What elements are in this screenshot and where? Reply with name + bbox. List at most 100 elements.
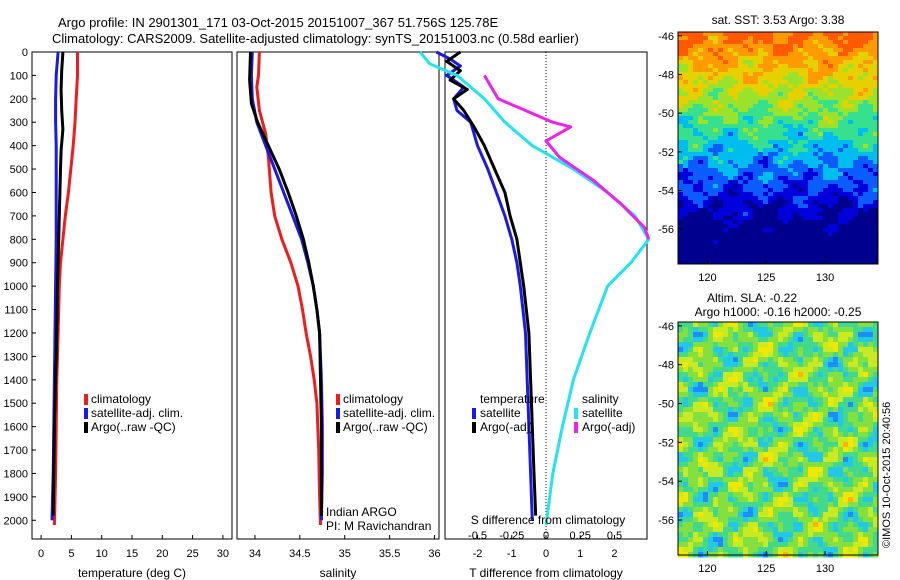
map-cell <box>698 362 704 368</box>
map-cell <box>703 132 709 137</box>
map-cell <box>853 176 859 181</box>
map-cell <box>793 56 799 61</box>
map-cell <box>838 228 844 233</box>
map-cell <box>758 52 764 57</box>
map-cell <box>828 72 834 77</box>
map-cell <box>808 462 814 468</box>
map-cell <box>783 240 789 245</box>
map-cell <box>703 100 709 105</box>
map-cell <box>843 108 849 113</box>
map-cell <box>678 232 684 237</box>
map-cell <box>788 337 794 343</box>
map-cell <box>783 40 789 45</box>
map-cell <box>733 522 739 528</box>
map-cell <box>843 442 849 448</box>
map-cell <box>798 48 804 53</box>
map-cell <box>788 48 794 53</box>
map-cell <box>768 108 774 113</box>
map-cell <box>758 532 764 538</box>
map-cell <box>858 72 864 77</box>
map-cell <box>698 232 704 237</box>
map-cell <box>793 407 799 413</box>
map-cell <box>833 164 839 169</box>
map-cell <box>758 36 764 41</box>
map-cell <box>733 347 739 353</box>
map-cell <box>708 422 714 428</box>
map-cell <box>723 40 729 45</box>
map-cell <box>833 387 839 393</box>
map-cell <box>738 462 744 468</box>
map-cell <box>863 88 869 93</box>
map-cell <box>758 68 764 73</box>
map-cell <box>723 216 729 221</box>
salinity-series <box>248 51 324 526</box>
map-cell <box>833 337 839 343</box>
map-cell <box>808 437 814 443</box>
map-cell <box>693 160 699 165</box>
map-cell <box>763 417 769 423</box>
map-cell <box>698 542 704 548</box>
map-cell <box>763 372 769 378</box>
map-cell <box>833 382 839 388</box>
map-cell <box>818 502 824 508</box>
map-cell <box>698 357 704 363</box>
map-cell <box>683 212 689 217</box>
map-cell <box>743 260 749 265</box>
map-cell <box>713 452 719 458</box>
map-cell <box>713 547 719 553</box>
map-cell <box>703 204 709 209</box>
map-cell <box>713 392 719 398</box>
map-cell <box>743 362 749 368</box>
map-cell <box>788 120 794 125</box>
map-cell <box>798 44 804 49</box>
map-cell <box>748 332 754 338</box>
map-cell <box>778 432 784 438</box>
map-cell <box>828 180 834 185</box>
map-cell <box>683 220 689 225</box>
map-cell <box>688 537 694 543</box>
map-cell <box>783 44 789 49</box>
map-cell <box>768 228 774 233</box>
map-cell <box>768 372 774 378</box>
map-cell <box>718 522 724 528</box>
map-cell <box>678 52 684 57</box>
map-cell <box>743 377 749 383</box>
map-cell <box>798 176 804 181</box>
map-cell <box>823 322 829 328</box>
map-cell <box>868 337 874 343</box>
map-cell <box>713 92 719 97</box>
map-cell <box>823 462 829 468</box>
map-cell <box>723 532 729 538</box>
map-cell <box>683 452 689 458</box>
map-cell <box>783 232 789 237</box>
map-cell <box>783 407 789 413</box>
map-cell <box>873 527 879 533</box>
map-cell <box>688 327 694 333</box>
map-cell <box>868 80 874 85</box>
map-cell <box>838 36 844 41</box>
map-cell <box>853 507 859 513</box>
map-cell <box>858 452 864 458</box>
map-cell <box>773 68 779 73</box>
map-cell <box>803 497 809 503</box>
map-cell <box>818 36 824 41</box>
map-cell <box>858 240 864 245</box>
map-cell <box>738 76 744 81</box>
map-cell <box>818 140 824 145</box>
map-cell <box>758 382 764 388</box>
map-cell <box>828 462 834 468</box>
map-cell <box>803 467 809 473</box>
map-cell <box>703 212 709 217</box>
map-cell <box>778 377 784 383</box>
map-cell <box>678 457 684 463</box>
map-cell <box>843 542 849 548</box>
map-cell <box>688 248 694 253</box>
map-cell <box>833 180 839 185</box>
map-cell <box>728 387 734 393</box>
map-cell <box>808 482 814 488</box>
map-cell <box>848 527 854 533</box>
map-cell <box>848 427 854 433</box>
map-cell <box>843 362 849 368</box>
map-cell <box>803 437 809 443</box>
map-cell <box>683 248 689 253</box>
